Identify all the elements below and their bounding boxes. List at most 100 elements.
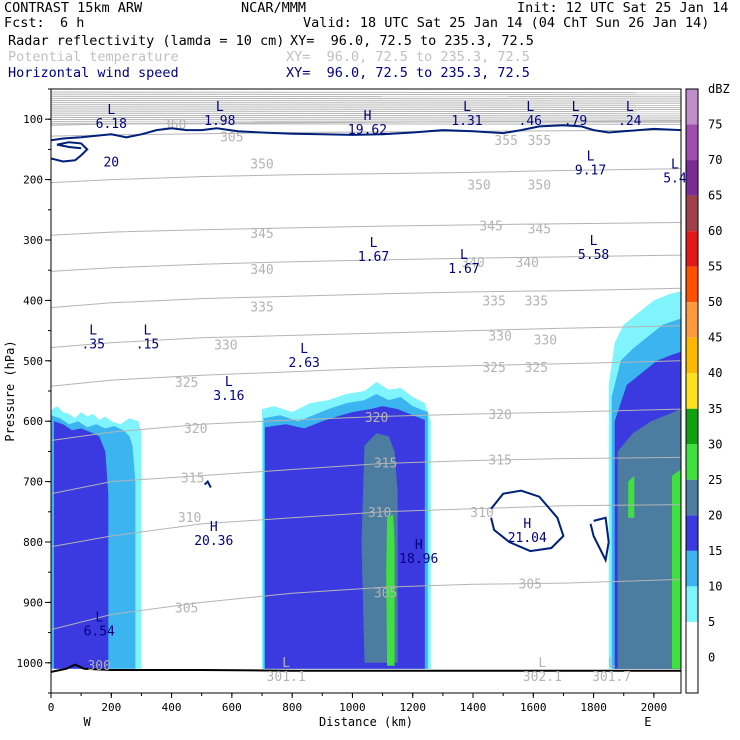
wind-contour-2 [490,489,565,553]
wind-contour-1 [51,141,89,163]
x-tick-label: 0 [48,701,55,714]
wind-contour-label: 20 [103,155,119,170]
theta-upper-line [51,95,681,98]
extremum-marker-L: L [300,342,308,357]
extremum-marker-H: H [415,538,423,553]
theta-contour-350 [51,168,681,184]
x-tick-label: 1800 [580,701,607,714]
extremum-marker-L: L [608,656,616,671]
axes-layer: 0 200 400 600 800 1000 1200 1400 1600 1800 2000 100… [3,88,668,729]
reflectivity-region-12 [628,475,635,518]
y-tick-label: 900 [23,596,43,609]
extremum-value: 5.58 [578,248,609,263]
field-xy-theta: XY= 96.0, 72.5 to 235.3, 72.5 [286,49,530,65]
theta-label: 335 [525,295,548,310]
theta-upper-line [51,108,681,111]
extremum-value: .79 [564,114,587,129]
colorbar-label: 20 [708,508,722,522]
theta-contour-315 [51,456,681,495]
theta-label: 340 [250,263,273,278]
extremum-marker-L: L [95,611,103,626]
theta-contour-345 [51,222,681,236]
theta-upper-line [51,97,681,100]
colorbar-label: 25 [708,473,722,487]
y-tick-label: 300 [23,234,43,247]
x-tick-label: 1400 [460,701,487,714]
colorbar-label: 5 [708,615,715,629]
colorbar-label: 45 [708,331,722,345]
theta-upper-line [51,93,681,96]
colorbar-swatch-10 [686,550,698,587]
extremum-value: 9.17 [575,164,606,179]
init-time: Init: 12 UTC Sat 25 Jan 14 [517,0,729,16]
colorbar-swatch-25 [686,444,698,480]
theta-label: 315 [488,453,511,468]
colorbar-frame [685,88,699,694]
theta-label: 315 [374,456,397,471]
wind-contour-0 [51,124,681,142]
extremum-marker-L: L [89,324,97,339]
theta-label: 320 [184,422,207,437]
x-tick-label: 600 [222,701,242,714]
theta-label: 305 [220,130,243,145]
extremum-marker-L: L [671,158,679,173]
colorbar-label: 30 [708,437,722,451]
forecast-hours: 6 h [60,15,85,31]
y-axis-label: Pressure (hPa) [3,340,17,441]
field-name-theta: Potential temperature [8,49,179,65]
extremum-marker-L: L [370,236,378,251]
theta-contour-305 [51,578,681,631]
extremum-marker-H: H [523,517,531,532]
theta-label: 325 [525,361,548,376]
theta-contour-360 [51,120,681,126]
wind-contour-4 [203,479,212,489]
extremum-marker-L: L [626,100,634,115]
extremum-value: 6.54 [84,625,115,640]
wind-contour-layer: 20 [51,124,681,564]
x-tick-label: 200 [101,701,121,714]
x-tick-label: 2000 [641,701,668,714]
extremum-marker-L: L [144,324,152,339]
x-tick-label: 1200 [399,701,426,714]
extremum-marker-L: L [590,234,598,249]
y-tick-label: 100 [23,113,43,126]
theta-label: 310 [368,506,391,521]
extremum-value: 300 [87,659,110,674]
y-tick-label: 400 [23,294,43,307]
reflectivity-region-11 [617,409,681,669]
theta-contour-320 [51,408,681,441]
extremum-value: 1.67 [448,262,479,277]
theta-label: 345 [479,220,502,235]
theta-contour-335 [51,287,681,309]
extremum-value: .24 [618,114,642,129]
theta-upper-line [51,119,681,121]
theta-upper-line [51,106,681,108]
colorbar-swatch-45 [686,302,698,338]
extremum-marker-H: H [210,520,218,535]
x-axis-label: Distance (km) [319,715,413,729]
extremum-value: 301.7 [592,670,631,685]
colorbar-swatch-0 [686,621,698,658]
theta-label: 325 [175,376,198,391]
y-tick-label: 800 [23,536,43,549]
colorbar-label: 55 [708,260,722,274]
theta-label: 305 [519,577,542,592]
colorbar-unit: dBZ [708,82,730,96]
colorbar-swatch-20 [686,479,698,516]
reflectivity-region-7 [386,514,395,666]
theta-label: 345 [528,223,551,238]
theta-label: 335 [250,301,273,316]
wind-contour-3 [589,516,610,564]
extremum-marker-L: L [538,656,546,671]
east-label: E [644,715,651,729]
theta-upper-line [51,91,681,94]
x-tick-label: 800 [282,701,302,714]
theta-label: 360 [163,118,186,133]
extremum-value: 20.36 [194,534,233,549]
field-name-reflectivity: Radar reflectivity (lamda = 10 cm) [8,33,285,49]
extremum-value: 1.67 [358,250,389,265]
theta-contour-340 [51,254,681,272]
extremum-marker-L: L [572,100,580,115]
colorbar-label: 75 [708,118,722,132]
